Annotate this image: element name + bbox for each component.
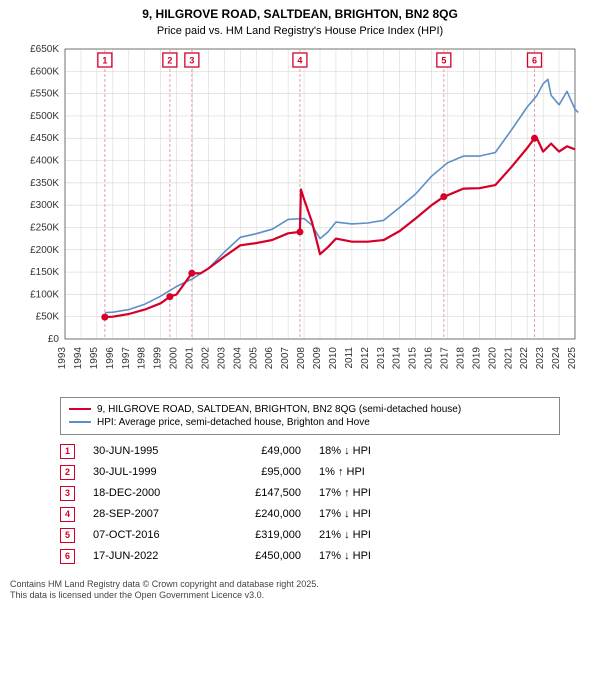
line-chart: £0 £50K £100K £150K £200K £250K £300K £350K £400… bbox=[10, 41, 590, 391]
sale-diff: 18% ↓ HPI bbox=[319, 445, 429, 457]
svg-text:2008: 2008 bbox=[296, 346, 307, 369]
sale-row: 5 07-OCT-2016 £319,000 21% ↓ HPI bbox=[60, 525, 560, 546]
svg-text:2024: 2024 bbox=[551, 346, 562, 369]
svg-text:5: 5 bbox=[441, 55, 446, 65]
svg-text:2022: 2022 bbox=[519, 346, 530, 369]
svg-text:2023: 2023 bbox=[535, 346, 546, 369]
svg-text:2009: 2009 bbox=[312, 346, 323, 369]
svg-text:£550K: £550K bbox=[30, 88, 59, 99]
sale-date: 30-JUN-1995 bbox=[93, 445, 203, 457]
svg-text:2002: 2002 bbox=[200, 346, 211, 369]
svg-text:2018: 2018 bbox=[455, 346, 466, 369]
footer-attribution: Contains HM Land Registry data © Crown c… bbox=[0, 573, 600, 602]
svg-text:2014: 2014 bbox=[392, 346, 403, 369]
svg-text:£500K: £500K bbox=[30, 111, 59, 122]
sale-date: 07-OCT-2016 bbox=[93, 529, 203, 541]
svg-text:£0: £0 bbox=[48, 334, 60, 345]
sale-price: £49,000 bbox=[221, 445, 301, 457]
svg-text:2: 2 bbox=[167, 55, 172, 65]
sale-diff: 17% ↑ HPI bbox=[319, 487, 429, 499]
legend-box: 9, HILGROVE ROAD, SALTDEAN, BRIGHTON, BN… bbox=[60, 397, 560, 435]
chart-title: 9, HILGROVE ROAD, SALTDEAN, BRIGHTON, BN… bbox=[0, 0, 600, 25]
svg-text:2013: 2013 bbox=[376, 346, 387, 369]
svg-text:1999: 1999 bbox=[153, 346, 164, 369]
sale-price: £319,000 bbox=[221, 529, 301, 541]
svg-text:£450K: £450K bbox=[30, 133, 59, 144]
svg-text:£600K: £600K bbox=[30, 66, 59, 77]
sale-marker-icon: 5 bbox=[60, 528, 75, 543]
svg-text:1: 1 bbox=[102, 55, 107, 65]
svg-text:£250K: £250K bbox=[30, 222, 59, 233]
svg-text:2004: 2004 bbox=[232, 346, 243, 369]
svg-text:£200K: £200K bbox=[30, 245, 59, 256]
svg-text:£350K: £350K bbox=[30, 178, 59, 189]
sale-diff: 1% ↑ HPI bbox=[319, 466, 429, 478]
svg-text:3: 3 bbox=[189, 55, 194, 65]
sale-row: 1 30-JUN-1995 £49,000 18% ↓ HPI bbox=[60, 441, 560, 462]
svg-text:2006: 2006 bbox=[264, 346, 275, 369]
sale-price: £95,000 bbox=[221, 466, 301, 478]
svg-text:2015: 2015 bbox=[408, 346, 419, 369]
svg-text:1997: 1997 bbox=[121, 346, 132, 369]
svg-text:2025: 2025 bbox=[567, 346, 578, 369]
chart-subtitle: Price paid vs. HM Land Registry's House … bbox=[0, 25, 600, 41]
svg-text:1993: 1993 bbox=[57, 346, 68, 369]
svg-text:2010: 2010 bbox=[328, 346, 339, 369]
sale-row: 6 17-JUN-2022 £450,000 17% ↓ HPI bbox=[60, 546, 560, 567]
svg-text:1995: 1995 bbox=[89, 346, 100, 369]
sales-table: 1 30-JUN-1995 £49,000 18% ↓ HPI 2 30-JUL-1999… bbox=[60, 441, 560, 567]
legend-label: 9, HILGROVE ROAD, SALTDEAN, BRIGHTON, BN… bbox=[97, 404, 461, 415]
svg-text:1998: 1998 bbox=[137, 346, 148, 369]
svg-text:2005: 2005 bbox=[248, 346, 259, 369]
sale-marker-icon: 3 bbox=[60, 486, 75, 501]
sale-price: £240,000 bbox=[221, 508, 301, 520]
svg-text:£100K: £100K bbox=[30, 289, 59, 300]
svg-text:1996: 1996 bbox=[105, 346, 116, 369]
sale-date: 18-DEC-2000 bbox=[93, 487, 203, 499]
sale-row: 3 18-DEC-2000 £147,500 17% ↑ HPI bbox=[60, 483, 560, 504]
sale-marker-icon: 4 bbox=[60, 507, 75, 522]
sale-marker-icon: 1 bbox=[60, 444, 75, 459]
sale-date: 28-SEP-2007 bbox=[93, 508, 203, 520]
sale-marker-icon: 2 bbox=[60, 465, 75, 480]
footer-line: Contains HM Land Registry data © Crown c… bbox=[10, 579, 590, 591]
footer-line: This data is licensed under the Open Gov… bbox=[10, 590, 590, 602]
svg-text:2003: 2003 bbox=[216, 346, 227, 369]
sale-row: 4 28-SEP-2007 £240,000 17% ↓ HPI bbox=[60, 504, 560, 525]
svg-text:£300K: £300K bbox=[30, 200, 59, 211]
legend-swatch bbox=[69, 421, 91, 423]
svg-text:2011: 2011 bbox=[344, 346, 355, 368]
svg-text:6: 6 bbox=[532, 55, 537, 65]
chart-container: £0 £50K £100K £150K £200K £250K £300K £350K £400… bbox=[10, 41, 590, 391]
svg-text:£150K: £150K bbox=[30, 267, 59, 278]
svg-text:2012: 2012 bbox=[360, 346, 371, 369]
sale-diff: 17% ↓ HPI bbox=[319, 508, 429, 520]
sale-date: 30-JUL-1999 bbox=[93, 466, 203, 478]
svg-text:1994: 1994 bbox=[73, 346, 84, 369]
svg-text:£50K: £50K bbox=[36, 311, 60, 322]
svg-text:2007: 2007 bbox=[280, 346, 291, 369]
svg-text:2000: 2000 bbox=[169, 346, 180, 369]
svg-text:2017: 2017 bbox=[440, 346, 451, 369]
sale-diff: 21% ↓ HPI bbox=[319, 529, 429, 541]
legend-item: 9, HILGROVE ROAD, SALTDEAN, BRIGHTON, BN… bbox=[69, 403, 551, 416]
svg-text:2001: 2001 bbox=[185, 346, 196, 369]
sale-marker-icon: 6 bbox=[60, 549, 75, 564]
svg-text:2016: 2016 bbox=[424, 346, 435, 369]
sale-row: 2 30-JUL-1999 £95,000 1% ↑ HPI bbox=[60, 462, 560, 483]
svg-text:4: 4 bbox=[297, 55, 302, 65]
legend-label: HPI: Average price, semi-detached house,… bbox=[97, 417, 370, 428]
svg-text:2021: 2021 bbox=[503, 346, 514, 369]
svg-text:2019: 2019 bbox=[471, 346, 482, 369]
svg-text:2020: 2020 bbox=[487, 346, 498, 369]
svg-text:£650K: £650K bbox=[30, 44, 59, 55]
sale-price: £450,000 bbox=[221, 550, 301, 562]
sale-diff: 17% ↓ HPI bbox=[319, 550, 429, 562]
legend-swatch bbox=[69, 408, 91, 410]
sale-date: 17-JUN-2022 bbox=[93, 550, 203, 562]
legend-item: HPI: Average price, semi-detached house,… bbox=[69, 416, 551, 429]
svg-text:£400K: £400K bbox=[30, 155, 59, 166]
sale-price: £147,500 bbox=[221, 487, 301, 499]
